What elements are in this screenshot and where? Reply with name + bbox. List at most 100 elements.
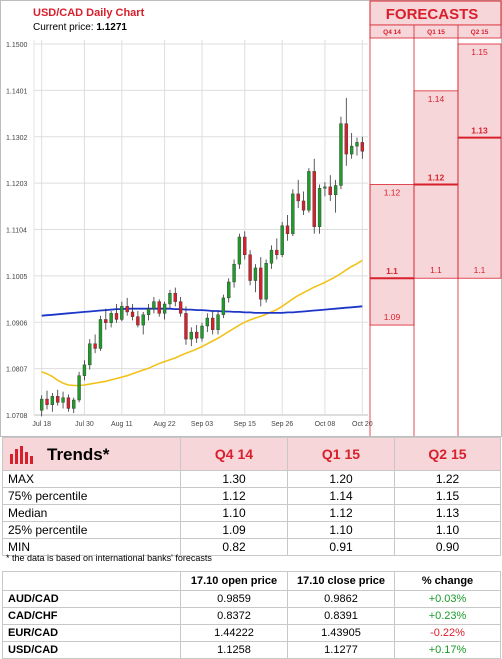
candle-body (248, 254, 252, 281)
prices-col-open: 17.10 open price (180, 571, 288, 591)
cell-value: 0.91 (287, 538, 395, 556)
candle (141, 311, 145, 335)
forecast-range-band (457, 43, 502, 279)
percent-change: +0.23% (394, 607, 501, 625)
cell-value: 1.10 (287, 521, 395, 539)
candle (264, 259, 268, 303)
trends-row-min: MIN 0.82 0.91 0.90 (2, 538, 501, 556)
candle-body (333, 185, 338, 196)
cell-value: 1.14 (287, 487, 395, 505)
row-label: MAX (2, 470, 181, 488)
candle (339, 116, 343, 190)
price-row-aud-cad: AUD/CAD 0.9859 0.9862 +0.03% (2, 590, 501, 608)
candle (104, 308, 108, 330)
candle (152, 296, 156, 314)
candle-body (120, 306, 124, 320)
row-label: 25% percentile (2, 521, 181, 539)
candle-body (243, 236, 247, 255)
x-tick-label: Sep 26 (271, 421, 293, 428)
candle (178, 296, 183, 317)
candle-body (349, 145, 354, 155)
candle (130, 303, 135, 321)
candle (317, 184, 322, 234)
candle-body (168, 293, 172, 305)
candle-body (216, 314, 220, 330)
candle (114, 303, 119, 323)
candle-body (178, 301, 183, 314)
candle (285, 214, 290, 241)
candle-body (227, 281, 231, 299)
candle (61, 391, 65, 409)
candle-body (104, 319, 108, 323)
candle-body (114, 313, 119, 320)
cell-value: 1.12 (287, 504, 395, 522)
prices-table: 17.10 open price 17.10 close price % cha… (2, 571, 501, 659)
x-tick-label: Jul 18 (32, 421, 51, 428)
candle (232, 259, 236, 288)
open-price: 0.8372 (180, 607, 288, 625)
y-tick-label: 1.1401 (6, 88, 28, 95)
candle (227, 278, 231, 303)
candle-body (130, 311, 135, 317)
cell-value: 1.15 (394, 487, 501, 505)
trends-row-max: MAX 1.30 1.20 1.22 (2, 470, 501, 488)
candle-body (72, 399, 76, 409)
candle-body (237, 236, 242, 265)
candle (146, 303, 151, 321)
percent-change: +0.17% (394, 641, 501, 659)
forecast-range-band (369, 184, 415, 326)
candle (120, 301, 124, 322)
candle-body (301, 200, 306, 211)
pair-label: EUR/CAD (2, 624, 181, 642)
candle (301, 191, 306, 215)
candle-body (328, 186, 332, 196)
trends-header-row: Trends* Q4 14 Q1 15 Q2 15 (2, 437, 501, 471)
x-tick-labels: Jul 18 Jul 30 Aug 11 Aug 22 Sep 03 Sep 15 Sep … (32, 421, 372, 428)
y-tick-label: 1.1302 (6, 135, 28, 142)
candle-body (280, 225, 284, 255)
candle (269, 245, 274, 269)
prices-col-close: 17.10 close price (287, 571, 395, 591)
forecast-panel: Q4 14 Q1 15 Q2 151.121.11.091.141.121.11.1… (369, 0, 502, 436)
x-tick-label: Sep 03 (191, 421, 213, 428)
candle-body (344, 123, 348, 155)
candle (291, 189, 295, 237)
candle-body (184, 313, 188, 340)
candle (56, 389, 60, 406)
y-tick-label: 1.1500 (6, 42, 28, 49)
cell-value: 1.13 (394, 504, 501, 522)
candle (125, 297, 129, 316)
candle (82, 360, 87, 381)
trends-col-q4-14: Q4 14 (180, 437, 288, 471)
candle (360, 136, 364, 159)
candle (211, 311, 215, 335)
candle-body (146, 308, 151, 315)
candle (45, 390, 49, 410)
candle (328, 175, 332, 201)
candle-body (259, 267, 263, 300)
candle-body (162, 303, 167, 314)
y-tick-label: 1.1104 (6, 228, 27, 235)
candle (98, 315, 103, 351)
cell-value: 1.22 (394, 470, 501, 488)
ma-fast-line (41, 259, 363, 387)
x-tick-label: Oct 08 (315, 421, 336, 428)
candle-body (98, 319, 103, 349)
x-tick-label: Aug 11 (111, 421, 133, 428)
candle (333, 179, 338, 213)
candle-body (82, 364, 87, 376)
candle (50, 392, 55, 412)
price-row-cad-chf: CAD/CHF 0.8372 0.8391 +0.23% (2, 607, 501, 625)
candle (136, 311, 140, 328)
candle (221, 294, 226, 319)
trends-row-median: Median 1.10 1.12 1.13 (2, 504, 501, 522)
cell-value: 1.30 (180, 470, 288, 488)
ma-slow-line (41, 305, 363, 317)
candle (355, 137, 359, 156)
candle (280, 222, 284, 258)
trends-col-q1-15: Q1 15 (287, 437, 395, 471)
candle-body (125, 306, 129, 313)
candle (66, 394, 71, 412)
candle (93, 334, 97, 354)
bar-chart-icon (10, 445, 33, 464)
